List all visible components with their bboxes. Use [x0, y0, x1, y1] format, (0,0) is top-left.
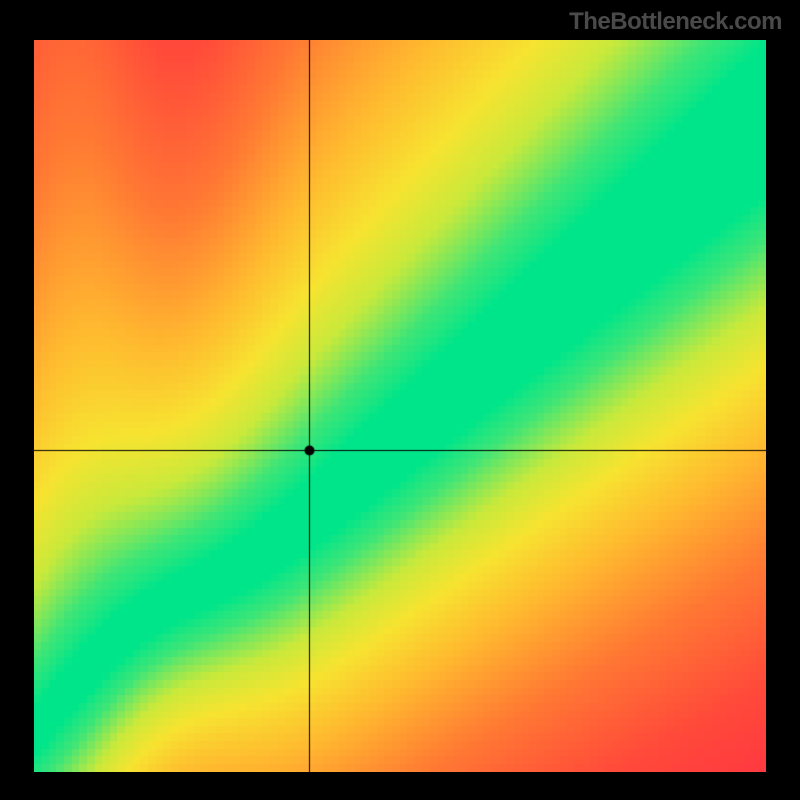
bottleneck-heatmap	[34, 40, 766, 772]
watermark-text: TheBottleneck.com	[569, 8, 782, 36]
